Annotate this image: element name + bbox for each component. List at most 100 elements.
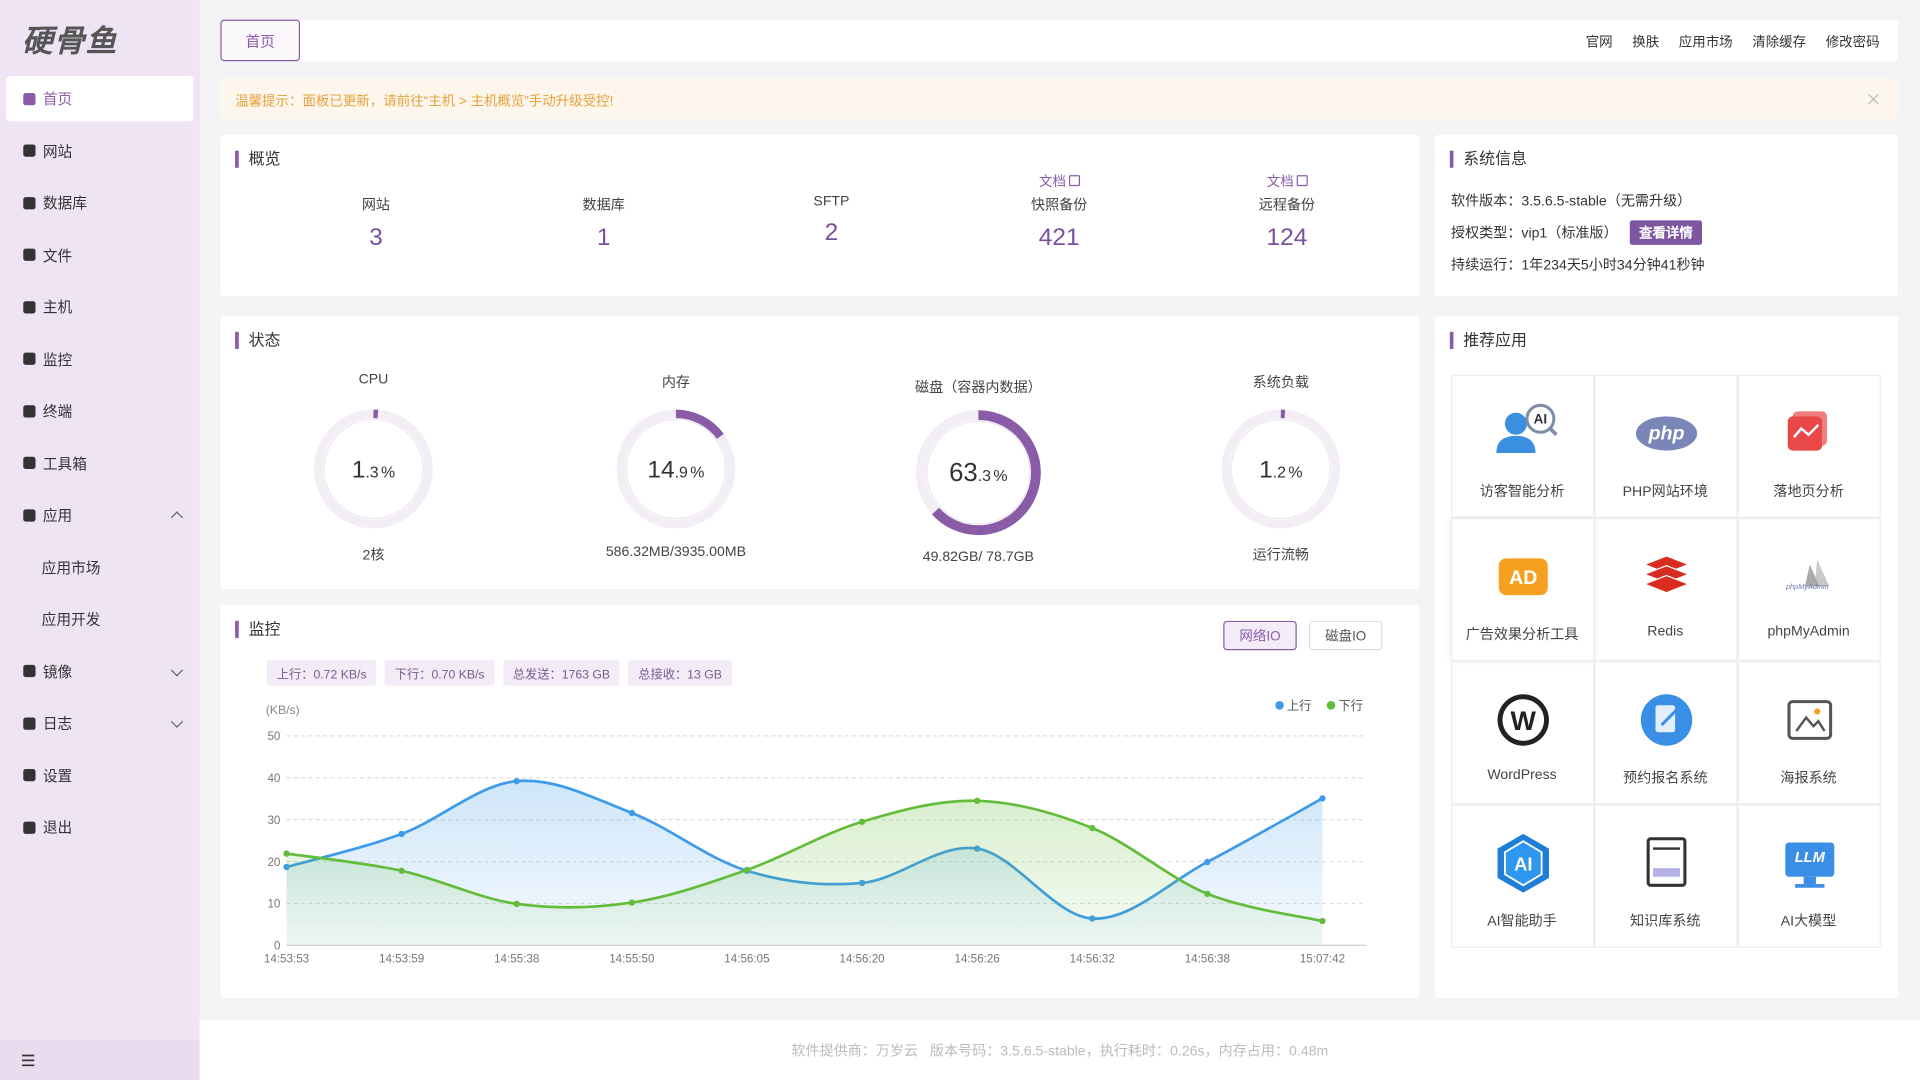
- menu-item[interactable]: 首页: [6, 75, 194, 122]
- tab[interactable]: 首页: [220, 19, 300, 62]
- app-tile[interactable]: 落地页分析: [1736, 374, 1881, 518]
- menu-item[interactable]: 日志: [6, 700, 194, 746]
- overview-value[interactable]: 421: [1038, 224, 1080, 252]
- gauge: 14.9%: [616, 409, 736, 529]
- close[interactable]: [1866, 92, 1881, 107]
- gauge-int: 1: [1259, 457, 1273, 484]
- icon-group: [1642, 554, 1690, 593]
- footer-text: 软件提供商：万岁云 版本号码：3.5.6.5-stable，执行耗时：0.26s…: [791, 1044, 1329, 1060]
- app-tile[interactable]: W WordPress: [1450, 660, 1594, 804]
- app-tile[interactable]: 预约报名系统: [1593, 660, 1737, 804]
- overview-value[interactable]: 3: [369, 224, 383, 252]
- topbar-link[interactable]: 修改密码: [1825, 35, 1880, 51]
- stat-chip: 上行：0.72 KB/s: [266, 660, 377, 686]
- menu-item[interactable]: 数据库: [6, 180, 194, 226]
- topbar-link[interactable]: 应用市场: [1678, 35, 1733, 51]
- icon: [1813, 707, 1820, 714]
- menu-label: 日志: [42, 715, 73, 733]
- menu-item[interactable]: 退出: [6, 804, 194, 850]
- app-tile[interactable]: 知识库系统: [1593, 803, 1737, 948]
- y-tick-label: 0: [274, 940, 281, 953]
- card-title: 监控: [235, 620, 280, 638]
- overview-value[interactable]: 124: [1266, 224, 1308, 252]
- topbar-links: 官网 换肤 应用市场 清除缓存 修改密码: [1586, 32, 1880, 52]
- version: 软件版本：3.5.6.5-stable（无需升级）: [1451, 194, 1692, 210]
- icon: [1503, 839, 1542, 886]
- app-name: 广告效果分析工具: [1465, 627, 1579, 643]
- app-name: 知识库系统: [1630, 914, 1701, 929]
- topbar-link[interactable]: 换肤: [1632, 35, 1660, 51]
- icon: [1786, 699, 1832, 740]
- monitor-tab[interactable]: 磁盘IO: [1308, 620, 1383, 651]
- menu-item[interactable]: 网站: [6, 127, 194, 174]
- icon: [1787, 415, 1822, 450]
- overview-item: 数据库 1: [506, 171, 702, 252]
- app-tile[interactable]: AI 访客智能分析: [1450, 374, 1594, 518]
- menu-icon: [23, 508, 36, 522]
- doc-link-text: 文档: [1266, 175, 1294, 190]
- app-tile[interactable]: AD 广告效果分析工具: [1450, 517, 1594, 661]
- icon: [1524, 403, 1555, 434]
- menu-item[interactable]: 终端: [6, 388, 194, 434]
- card-title: 状态: [235, 331, 280, 349]
- uptime: 持续运行：1年234天5小时34分钟41秒钟: [1451, 258, 1705, 274]
- doc-link[interactable]: 文档: [1189, 171, 1385, 192]
- point: [513, 900, 520, 908]
- line-chart: (KB/s) 0 10 20 30 40 50 14:53:53 14:53:59 14:55:3…: [264, 699, 1367, 965]
- overview-value[interactable]: 2: [824, 219, 839, 247]
- app-icon: AI: [1495, 403, 1558, 453]
- x-tick-label: 14:56:05: [724, 952, 769, 965]
- app-name: phpMyAdmin: [1767, 623, 1850, 639]
- submenu-item[interactable]: 应用市场: [6, 544, 194, 590]
- topbar-link[interactable]: 官网: [1585, 35, 1613, 51]
- overview-label: 快照备份: [1031, 198, 1088, 214]
- app-tile[interactable]: 海报系统: [1736, 660, 1881, 804]
- menu-item[interactable]: 工具箱: [6, 440, 194, 486]
- doc-link[interactable]: 文档: [961, 171, 1157, 192]
- menu-item[interactable]: 主机: [6, 284, 194, 330]
- gauge-inner: [625, 418, 727, 520]
- menu-item[interactable]: 文件: [6, 232, 194, 278]
- app-tile[interactable]: AI AI智能助手: [1450, 803, 1594, 948]
- line: [286, 799, 1323, 923]
- collapse-toggle[interactable]: [17, 1049, 41, 1073]
- monitor-tab[interactable]: 网络IO: [1223, 620, 1297, 651]
- chevron: [170, 715, 183, 728]
- submenu-item[interactable]: 应用开发: [6, 596, 194, 642]
- overview-card: 概览 网站 3 数据库 1 SFTP 2 文档 快照备份 421 文档 远程备份 124: [220, 134, 1420, 297]
- gauge-number: 63.3: [949, 459, 991, 487]
- overview-item: 网站 3: [278, 171, 474, 252]
- app-tile[interactable]: LLM AI大模型: [1736, 803, 1881, 948]
- menu-item[interactable]: 镜像: [6, 648, 194, 694]
- app-tile[interactable]: Redis: [1593, 517, 1737, 661]
- icon: [1495, 435, 1535, 453]
- menu-icon: [23, 300, 36, 313]
- menu-item[interactable]: 监控: [6, 336, 194, 382]
- icon: [1642, 574, 1690, 593]
- overview-label: 网站: [361, 198, 390, 214]
- overview-label: 数据库: [582, 198, 625, 214]
- icon: [1548, 426, 1558, 436]
- spacer: [733, 171, 929, 192]
- overview-value[interactable]: 1: [596, 224, 611, 252]
- menu-icon: [23, 404, 36, 417]
- point: [283, 850, 290, 857]
- y-tick-label: 10: [267, 898, 280, 911]
- gauge-unit: %: [381, 465, 395, 482]
- menu-icon: [23, 821, 36, 834]
- app-name: WordPress: [1487, 767, 1557, 782]
- icon: [1794, 714, 1825, 732]
- menu-item[interactable]: 应用: [6, 492, 194, 538]
- icon-group: AI: [1496, 833, 1549, 893]
- app-tile[interactable]: php PHP网站环境: [1593, 374, 1737, 518]
- detail-button[interactable]: 查看详情: [1629, 220, 1703, 245]
- menu-item[interactable]: 设置: [6, 752, 194, 798]
- app-tile[interactable]: phpMyAdmin phpMyAdmin: [1736, 517, 1881, 661]
- point: [858, 818, 866, 825]
- menu-label: 应用: [42, 506, 73, 525]
- icon-group: AD: [1498, 557, 1548, 595]
- point: [1204, 890, 1211, 897]
- topbar-link[interactable]: 清除缓存: [1752, 35, 1807, 51]
- menu-icon: [23, 352, 36, 365]
- gauge-label: 磁盘（容器内数据）: [915, 380, 1042, 396]
